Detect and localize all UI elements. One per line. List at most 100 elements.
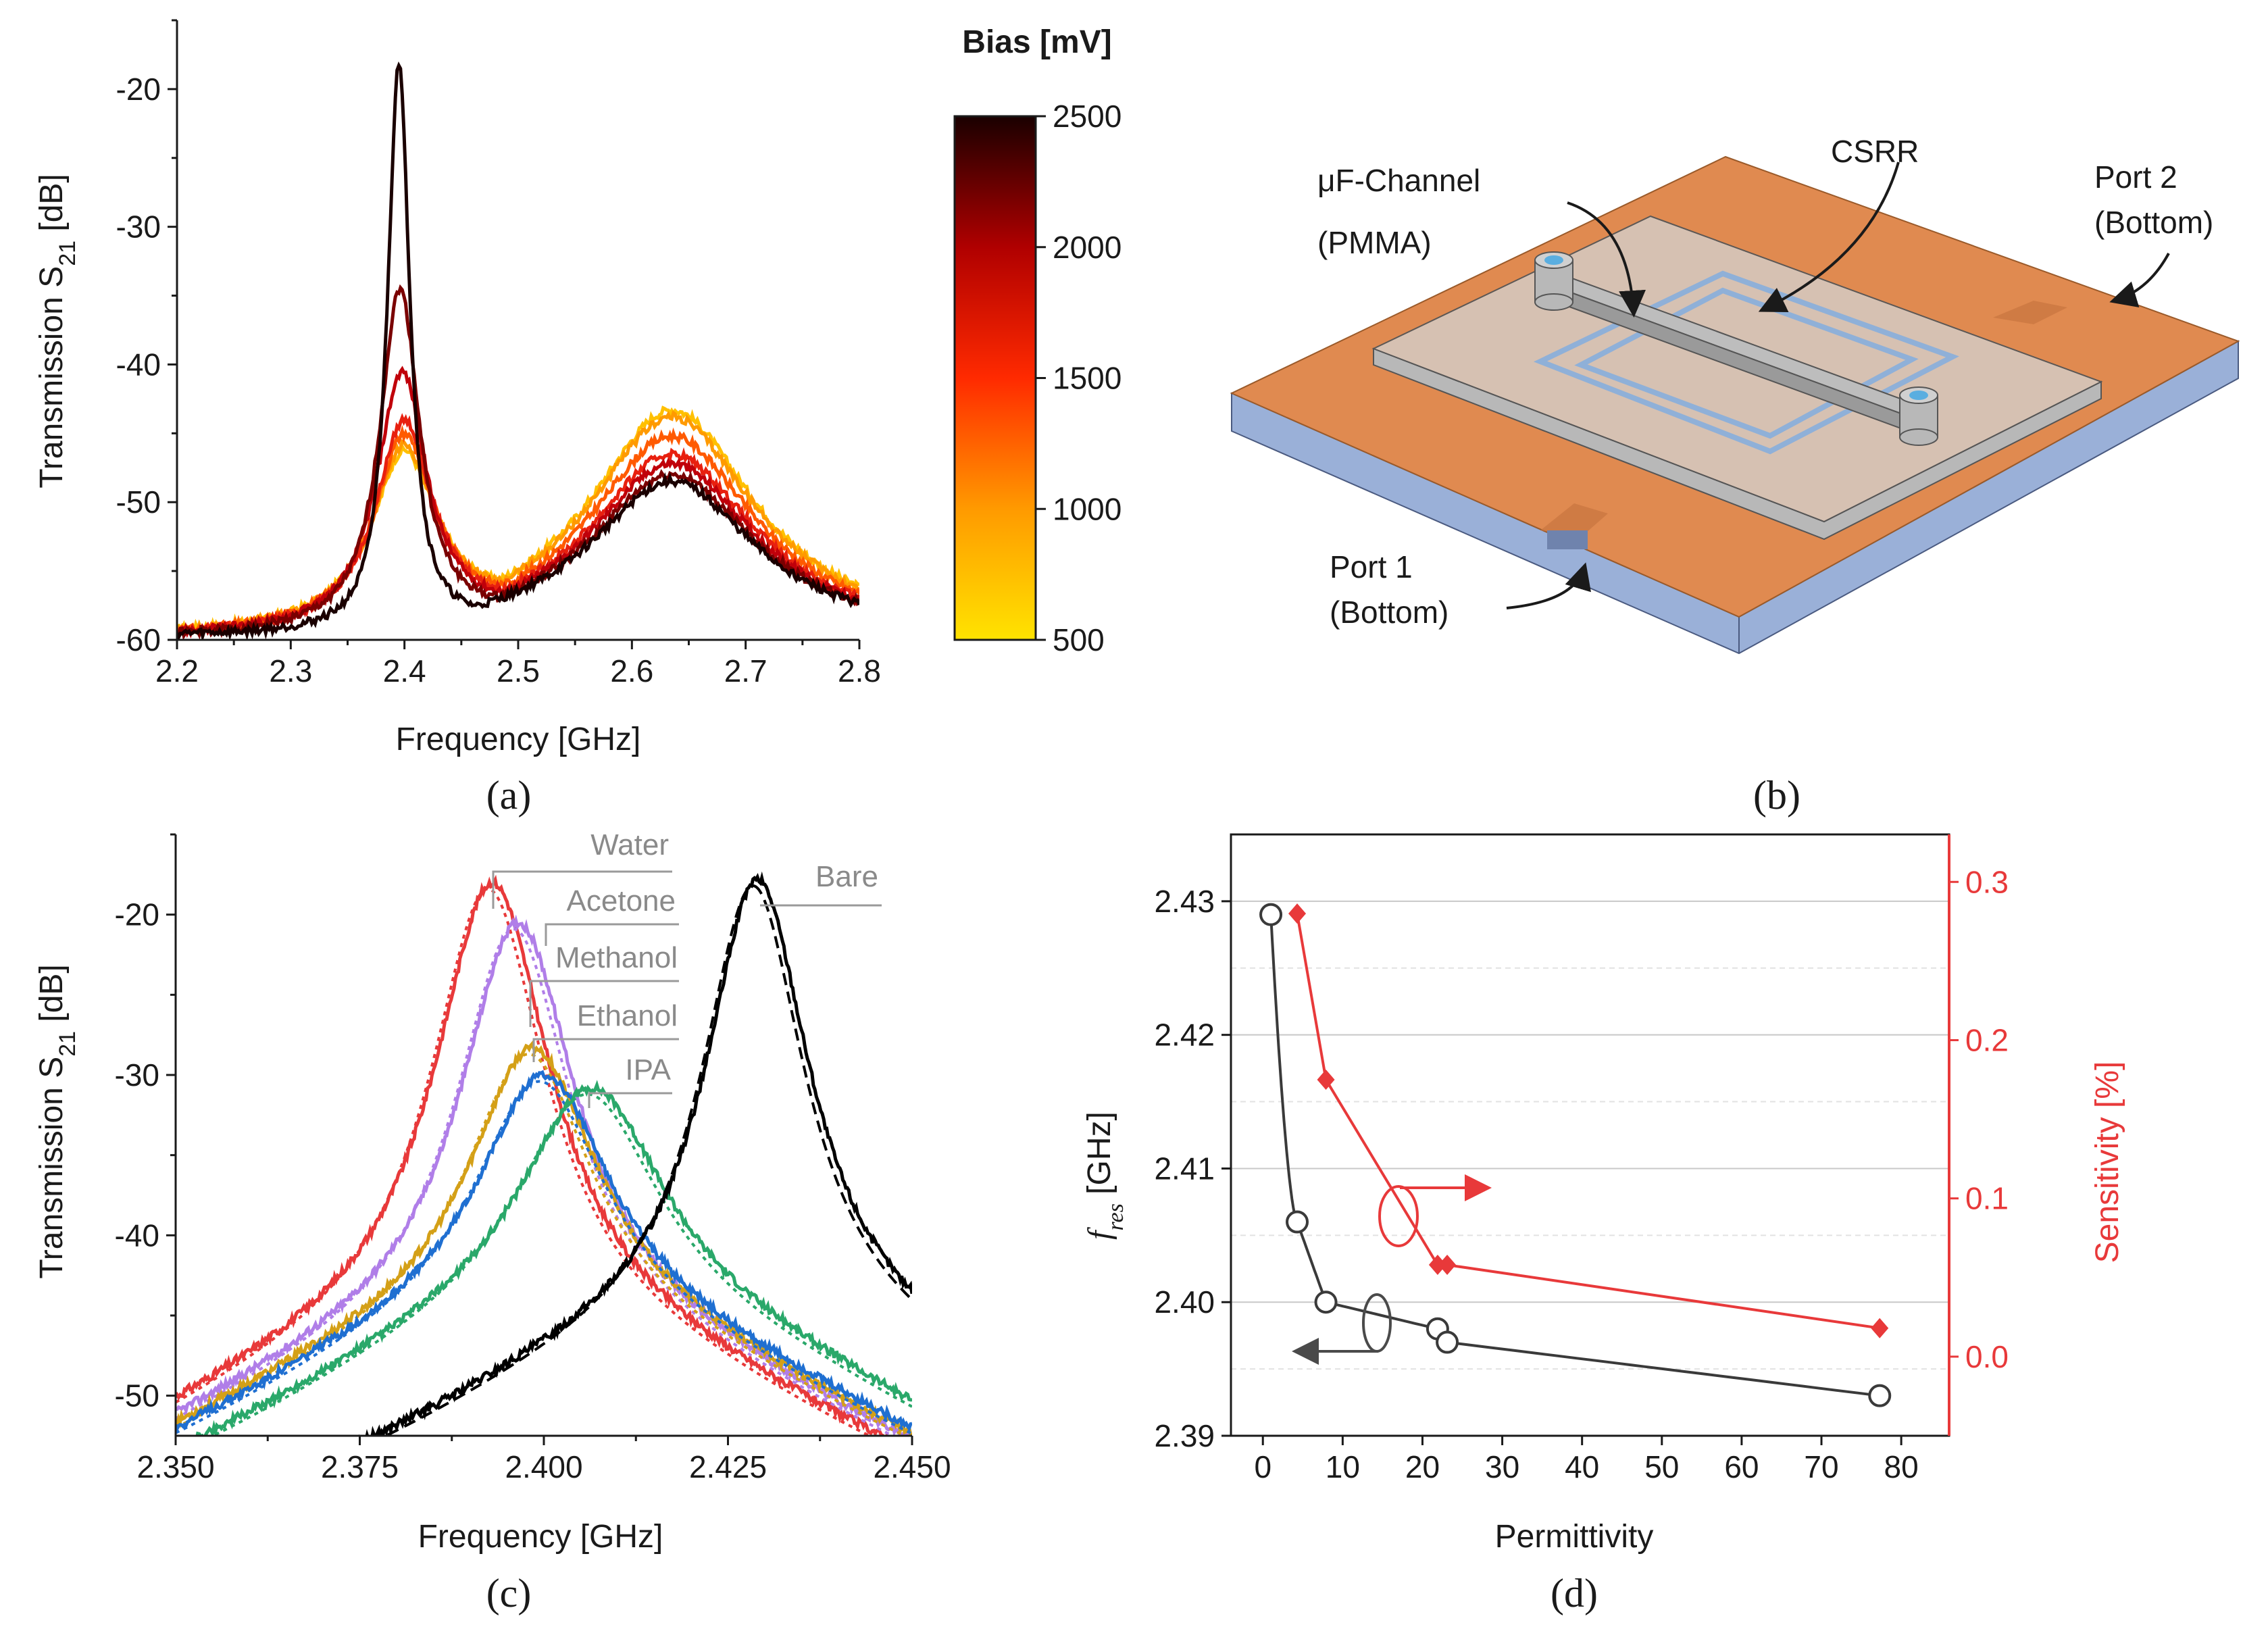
panel-a-x-tick-label: 2.2: [155, 653, 199, 688]
csrr-arrow: [1758, 161, 1900, 312]
panel-c-measured-line: [358, 871, 912, 1436]
port-1-sublabel: (Bottom): [1330, 595, 1448, 630]
panel-d-sensitivity-point: [1428, 1255, 1446, 1276]
panel-c-label-leader: [588, 1092, 672, 1108]
panel-d-left-tick-label: 2.43: [1154, 884, 1215, 919]
panel-c-y-tick-label: -40: [115, 1218, 159, 1253]
panel-a-y-tick-label: -60: [116, 622, 161, 657]
port-2-trace: [1993, 301, 2067, 324]
panel-c-x-tick-label: 2.425: [689, 1449, 767, 1484]
panel-d-grid: [1231, 834, 1949, 1436]
panel-d-fres-point: [1436, 1330, 1459, 1354]
panel-a-x-tick-label: 2.4: [383, 653, 426, 688]
panel-a-y-tick-label: -50: [116, 484, 161, 520]
panel-d-right-tick-label: 0.3: [1965, 864, 2009, 899]
fres-guide-ellipse: [1362, 1293, 1392, 1353]
panel-d-fres-point: [1314, 1290, 1338, 1314]
panel-c-measured-line: [176, 874, 897, 1436]
panel-c-x-tick-label: 2.400: [505, 1449, 582, 1484]
port-1-marker: [1547, 530, 1588, 549]
panel-d-x-tick-label: 30: [1485, 1449, 1519, 1484]
panel-d-x-tick-label: 70: [1804, 1449, 1838, 1484]
colorbar-ticks: 500 1000 1500 2000 2500: [1036, 99, 1122, 657]
panel-d-chart: 0 10 20 30 40 50 60 70 80 2.39 2.40 2.41 2.42 2.43 0.0…: [1082, 833, 2125, 1615]
panel-c-y-tick-label: -50: [115, 1378, 159, 1413]
panel-d-right-tick-label: 0.2: [1965, 1022, 2009, 1057]
panel-d-label: (d): [1551, 1571, 1598, 1615]
panel-a-y-tick-label: -40: [116, 347, 161, 382]
panel-c-label: (c): [486, 1571, 532, 1615]
panel-c-label-leader: [545, 923, 679, 946]
panel-d-fres-point: [1286, 1210, 1309, 1234]
panel-d-sensitivity-point: [1288, 903, 1307, 924]
csrr-label: CSRR: [1831, 134, 1919, 169]
panel-d-x-tick-label: 10: [1326, 1449, 1360, 1484]
panel-c-measured-line: [176, 1070, 912, 1433]
panel-d-left-tick-label: 2.41: [1154, 1151, 1215, 1186]
port-1-trace: [1540, 503, 1608, 537]
panel-c-x-axis-label: Frequency [GHz]: [418, 1519, 663, 1555]
panel-a-series-line: [177, 61, 859, 640]
csrr-outer-ring: [1533, 270, 1959, 455]
panel-d-x-tick-label: 80: [1884, 1449, 1919, 1484]
panel-c-axes: 2.350 2.375 2.400 2.425 2.450 -50 -40 -30 -20: [115, 833, 951, 1484]
panel-d-right-axis-label: Sensitivity [%]: [2090, 1061, 2125, 1263]
panel-a-x-tick-label: 2.8: [838, 653, 881, 688]
port-2-sublabel: (Bottom): [2094, 205, 2213, 240]
panel-c-series-group: [176, 871, 912, 1436]
port-2-arrow: [2109, 253, 2170, 307]
panel-d-fres-point: [1868, 1384, 1892, 1407]
panel-c-x-tick-label: 2.375: [321, 1449, 399, 1484]
colorbar-tick-label: 500: [1053, 622, 1105, 657]
channel-material-label: (PMMA): [1317, 225, 1432, 260]
panel-c-chart: 2.350 2.375 2.400 2.425 2.450 -50 -40 -30 -20 Wa…: [34, 828, 951, 1615]
panel-d-x-axis-label: Permittivity: [1495, 1519, 1654, 1555]
panel-a-series-line: [177, 366, 859, 638]
panel-d-x-tick-label: 40: [1565, 1449, 1599, 1484]
panel-d-x-tick-label: 0: [1254, 1449, 1271, 1484]
panel-c-series-labels: Water Acetone Methanol Ethanol IPA Bare: [492, 828, 882, 1108]
panel-d-left-tick-label: 2.42: [1154, 1018, 1215, 1053]
panel-d-axes: 0 10 20 30 40 50 60 70 80 2.39 2.40 2.41 2.42 2.43 0.0…: [1154, 833, 2009, 1484]
panel-d-sensitivity-point: [1871, 1318, 1889, 1338]
panel-c-label-leader: [492, 870, 672, 909]
panel-a-x-tick-label: 2.6: [610, 653, 653, 688]
panel-c-label-leader: [529, 980, 679, 1027]
panel-a-x-tick-label: 2.7: [724, 653, 767, 688]
panel-a-series-line: [177, 424, 859, 636]
colorbar-tick-label: 2000: [1053, 230, 1122, 265]
panel-b-label: (b): [1753, 773, 1800, 818]
panel-c-x-tick-label: 2.450: [873, 1449, 951, 1484]
panel-c-label-leader: [532, 1038, 679, 1062]
panel-c-y-tick-label: -20: [115, 897, 159, 932]
panel-a-y-tick-label: -30: [116, 209, 161, 245]
inlet-hole: [1544, 255, 1563, 265]
panel-b-device-illustration: μF-Channel (PMMA) CSRR Port 2 (Bottom) P…: [1230, 134, 2240, 818]
panel-a-label: (a): [486, 773, 532, 818]
panel-d-right-tick-label: 0.1: [1965, 1181, 2009, 1216]
panel-d-right-tick-label: 0.0: [1965, 1339, 2009, 1374]
sensitivity-guide-ellipse: [1378, 1185, 1419, 1247]
panel-a-y-tick-label: -20: [116, 72, 161, 107]
panel-d-left-tick-label: 2.39: [1154, 1418, 1215, 1453]
panel-a-chart: 2.2 2.3 2.4 2.5 2.6 2.7 2.8 -60 -50 -40 -30 -20 Fre…: [34, 19, 1122, 818]
colorbar-tick-label: 1000: [1053, 491, 1122, 526]
panel-c-measured-line: [176, 1041, 912, 1436]
port-2-label: Port 2: [2094, 159, 2177, 195]
panel-d-sensitivity-point: [1317, 1070, 1335, 1091]
channel-arrow: [1567, 201, 1646, 318]
port-1-label: Port 1: [1330, 549, 1413, 584]
colorbar-title: Bias [mV]: [962, 24, 1111, 60]
panel-c-series-label: Ethanol: [577, 999, 678, 1032]
panel-d-sensitivity-point: [1438, 1255, 1457, 1276]
colorbar-tick-label: 2500: [1053, 99, 1122, 134]
panel-c-y-tick-label: -30: [115, 1057, 159, 1093]
panel-d-left-tick-label: 2.40: [1154, 1284, 1215, 1320]
panel-c-series-label: Methanol: [555, 941, 678, 974]
panel-a-x-tick-label: 2.3: [269, 653, 312, 688]
panel-c-series-label: Bare: [815, 860, 878, 893]
colorbar: [953, 115, 1037, 641]
panel-d-fres-line: [1269, 914, 1880, 1397]
panel-c-simulated-line: [176, 887, 873, 1436]
